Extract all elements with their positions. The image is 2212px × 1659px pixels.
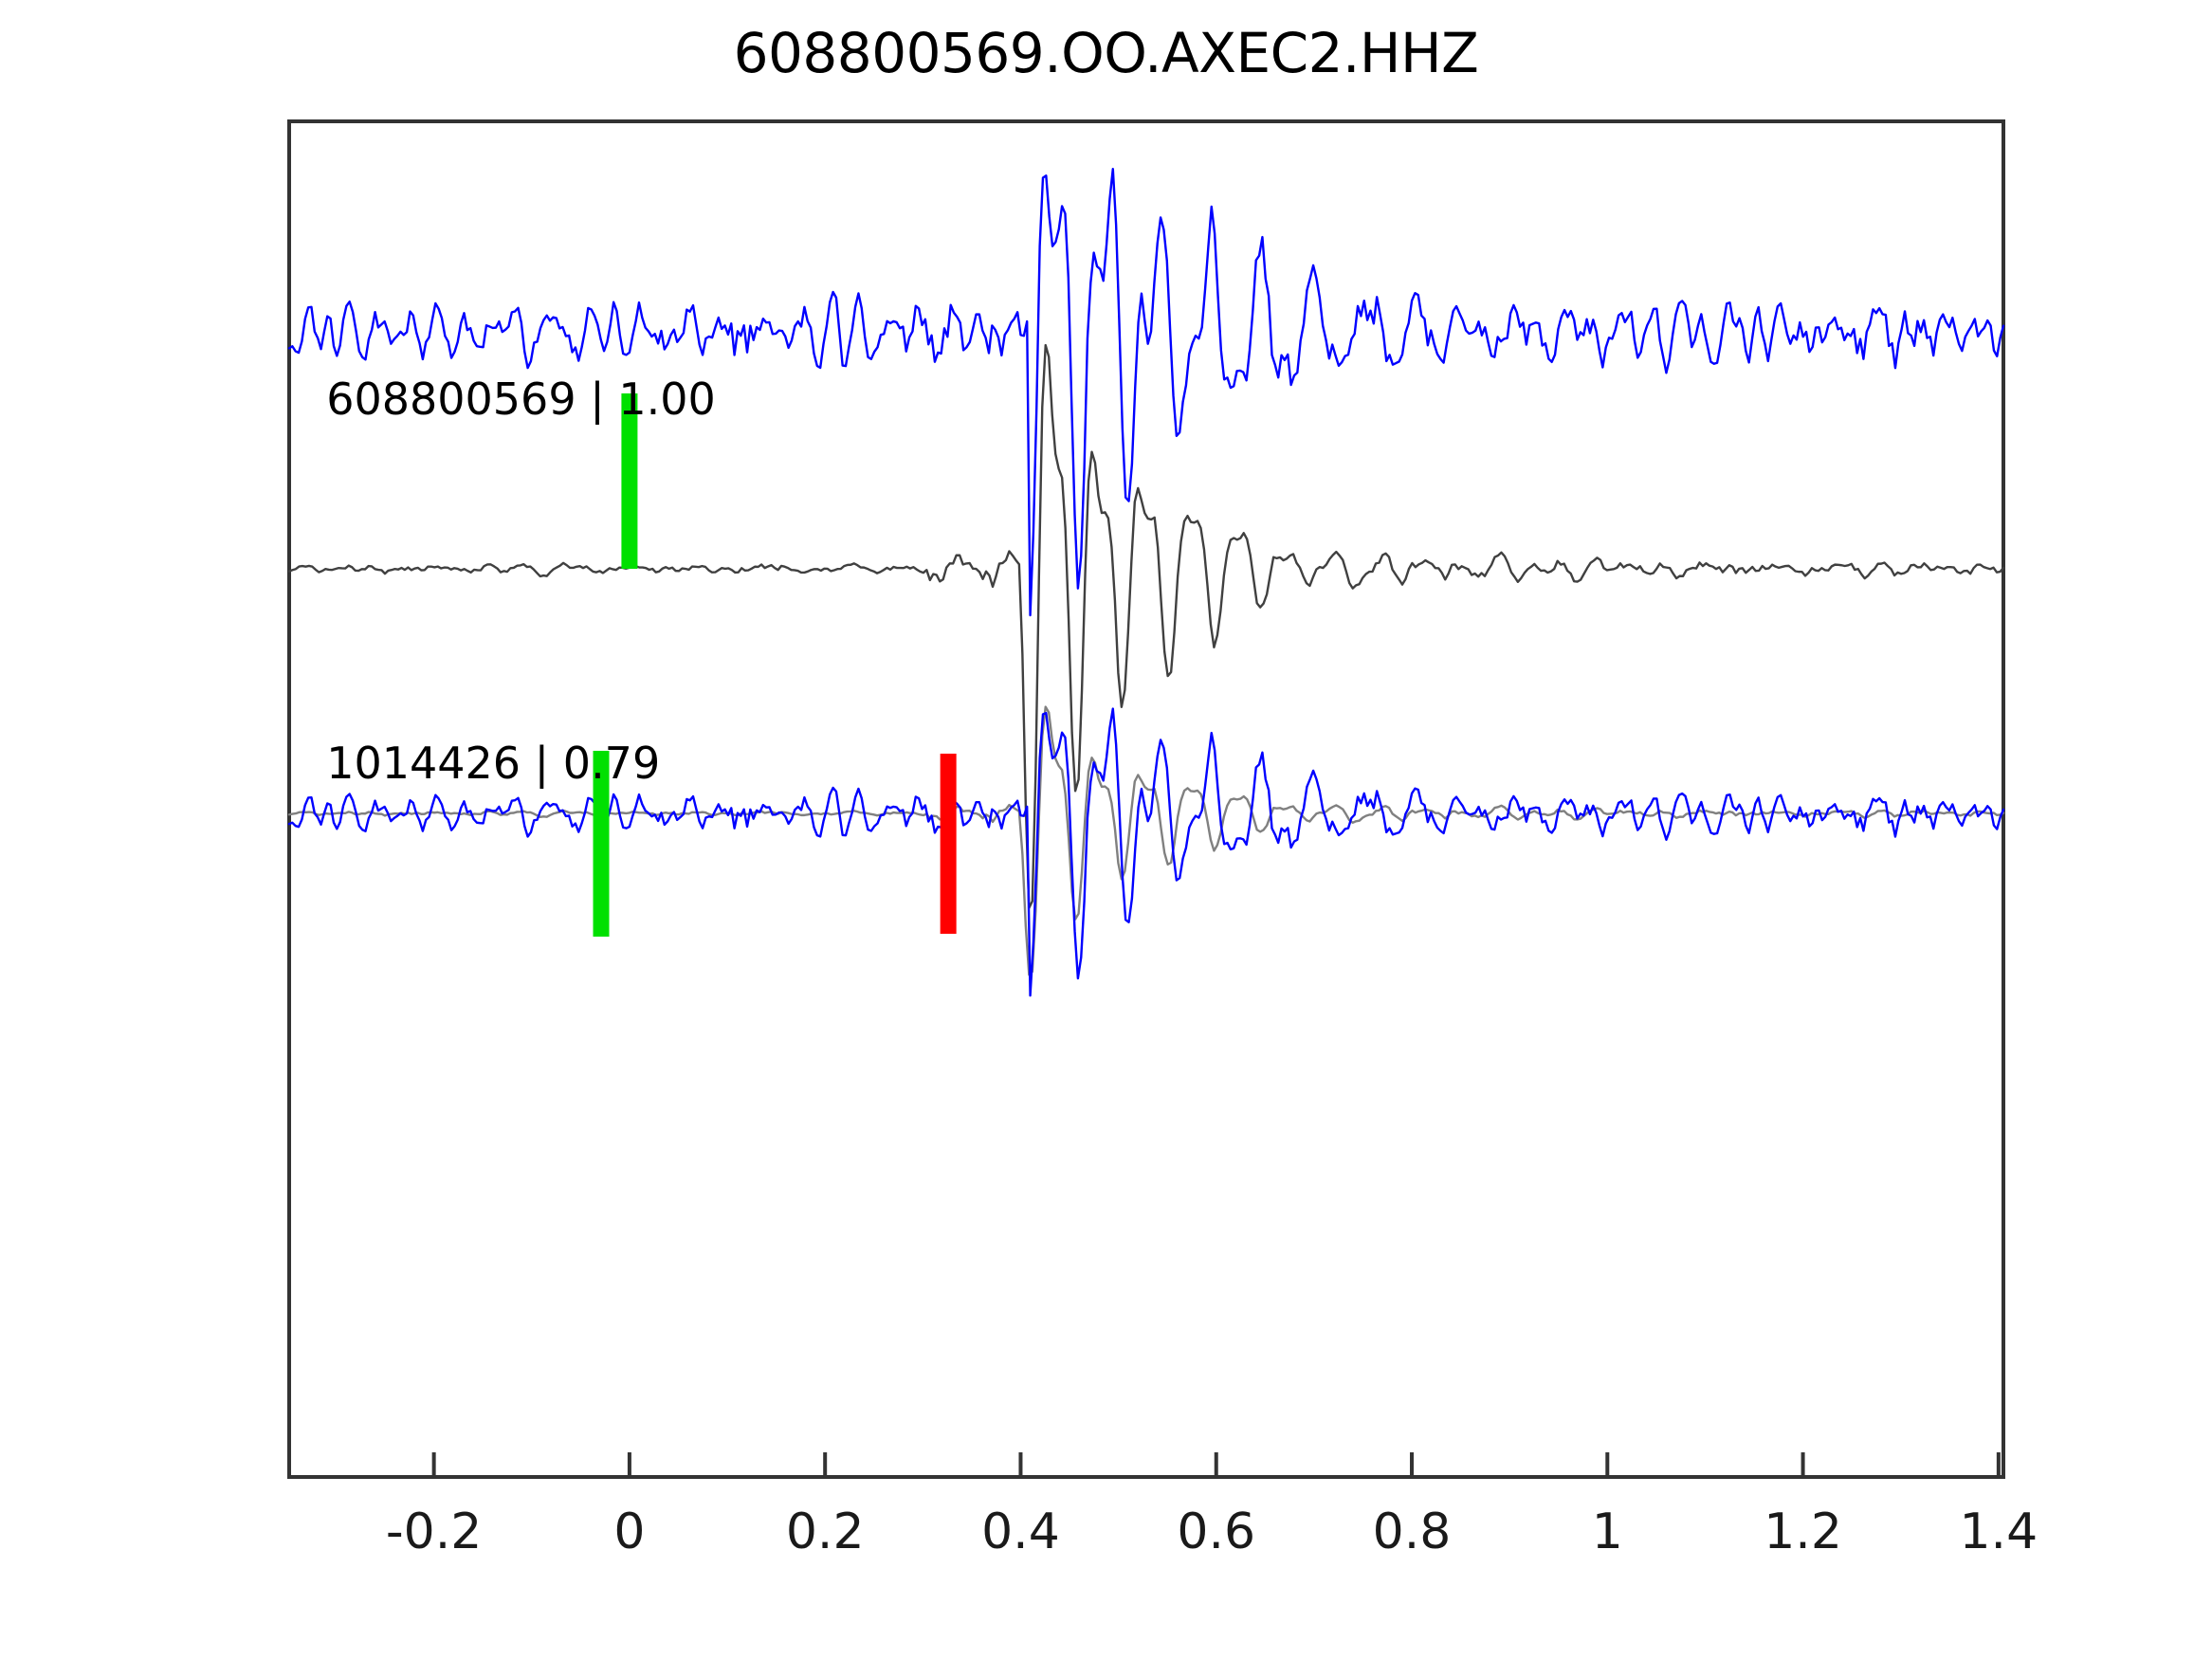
waveform-traces xyxy=(287,168,2005,997)
page-title: 608800569.OO.AXEC2.HHZ xyxy=(733,21,1479,85)
label-detection-trace: 1014426 | 0.79 xyxy=(326,738,661,789)
plot-border xyxy=(287,119,2005,1479)
axis-ticks xyxy=(431,1452,2001,1477)
phase-pick-markers xyxy=(593,393,957,937)
x-tick-label: 0.8 xyxy=(1372,1504,1452,1560)
trace-template-top xyxy=(287,168,2005,617)
x-tick-label: 1.2 xyxy=(1764,1504,1842,1560)
x-tick-label: 1 xyxy=(1591,1504,1623,1560)
x-tick-label: 0.6 xyxy=(1177,1504,1256,1560)
axes-frame xyxy=(287,119,2005,1479)
label-template-trace: 608800569 | 1.00 xyxy=(326,374,716,425)
x-tick-label: -0.2 xyxy=(385,1504,483,1560)
x-tick-label: 0.2 xyxy=(785,1504,865,1560)
trace-overlay-detection xyxy=(287,705,2005,976)
trace-detection-middle xyxy=(287,343,2005,909)
trace-overlay-template xyxy=(287,707,2005,997)
x-tick-label: 0.4 xyxy=(981,1504,1060,1560)
x-tick-label: 0 xyxy=(613,1504,646,1560)
x-tick-label: 1.4 xyxy=(1959,1504,2038,1560)
